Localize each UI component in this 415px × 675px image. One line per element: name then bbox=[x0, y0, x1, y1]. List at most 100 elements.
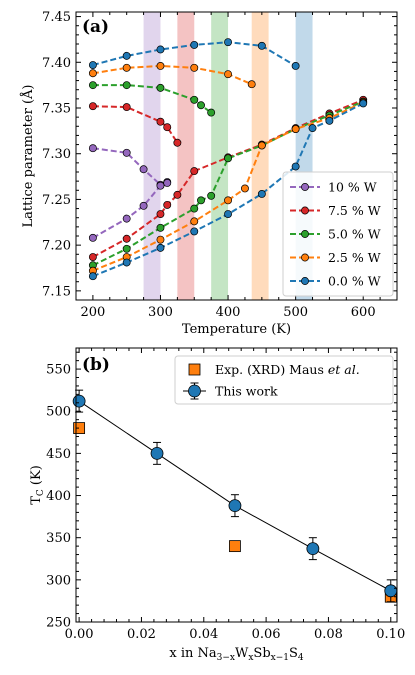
a-xtick-label-3: 500 bbox=[283, 305, 308, 320]
series-1-lower-point-2 bbox=[156, 210, 165, 219]
series-0 bbox=[88, 144, 172, 242]
panel-b-frame bbox=[75, 347, 398, 623]
b-ytick-label-1: 300 bbox=[46, 573, 71, 588]
series-2-lower-point-6 bbox=[224, 154, 233, 163]
series-4-upper-point-6 bbox=[291, 61, 300, 70]
series-4-upper-point-0 bbox=[88, 61, 97, 69]
exp-point-0 bbox=[73, 422, 86, 434]
xlabel-sub2: x bbox=[248, 653, 253, 663]
b-ytick-label-0: 250 bbox=[46, 616, 71, 631]
series-4-lower-point-9 bbox=[359, 99, 368, 108]
series-4-lower-point-3 bbox=[190, 227, 199, 236]
series-3-lower-point-2 bbox=[156, 235, 165, 244]
series-4-upper-point-5 bbox=[257, 41, 266, 50]
a-xtick-label-0: 200 bbox=[80, 305, 105, 320]
ylabel-sub: C bbox=[36, 489, 46, 496]
series-2-lower-point-1 bbox=[122, 244, 131, 253]
panel-b-label: (b) bbox=[82, 355, 110, 375]
series-2-upper-point-2 bbox=[156, 83, 165, 92]
legend-label-this-work: This work bbox=[215, 384, 278, 399]
series-4-lower-point-0 bbox=[88, 272, 97, 281]
b-xtick-label-1: 0.02 bbox=[127, 627, 156, 642]
xlabel-s: S bbox=[289, 646, 298, 661]
series-4-lower-point-6 bbox=[291, 162, 300, 171]
b-ytick-label-2: 350 bbox=[46, 531, 71, 546]
legend-box bbox=[174, 355, 394, 405]
series-1-upper-point-2 bbox=[156, 117, 165, 126]
this-work-point-2 bbox=[228, 499, 242, 513]
series-4-lower-point-8 bbox=[325, 116, 334, 125]
legend-marker-exp bbox=[188, 363, 201, 376]
legend-label-exp: Exp. (XRD) Maus et al. bbox=[215, 362, 360, 377]
b-ytick-label-3: 400 bbox=[46, 489, 71, 504]
a-legend-marker-2 bbox=[301, 230, 309, 238]
series-4-upper-point-3 bbox=[190, 40, 199, 49]
panel-a-frame bbox=[75, 11, 398, 301]
legend-marker-this-work bbox=[183, 382, 206, 400]
a-legend-label-2: 5.0 % W bbox=[328, 227, 381, 242]
series-1-upper-point-4 bbox=[173, 138, 182, 147]
a-ytick-label-5: 7.40 bbox=[42, 56, 71, 71]
transition-band-0 bbox=[143, 12, 161, 300]
lattice-series bbox=[88, 38, 368, 281]
panel-b-legend: Exp. (XRD) Maus et al. This work bbox=[174, 355, 394, 405]
series-0-lower-point-1 bbox=[122, 214, 131, 223]
a-xtick-label-4: 600 bbox=[351, 305, 376, 320]
panel-b-y-axis-label: TC (K) bbox=[29, 465, 46, 505]
a-legend-box bbox=[282, 171, 394, 297]
series-4-lower-point-4 bbox=[224, 210, 233, 219]
series-0-lower-point-0 bbox=[88, 233, 97, 242]
transition-band-3 bbox=[251, 12, 269, 300]
a-legend-label-0: 10 % W bbox=[328, 180, 377, 195]
series-3-upper-point-0 bbox=[88, 69, 97, 78]
series-3-lower-point-5 bbox=[240, 184, 249, 193]
series-4-lower-point-5 bbox=[257, 189, 266, 198]
series-3-lower-point-3 bbox=[190, 217, 199, 226]
series-3-lower-point-4 bbox=[224, 196, 233, 205]
a-legend-label-1: 7.5 % W bbox=[328, 203, 381, 218]
series-2-lower-point-5 bbox=[207, 191, 216, 200]
xlabel-sb: Sb bbox=[253, 646, 270, 661]
series-3-upper-point-1 bbox=[122, 63, 131, 72]
series-3-lower-point-6 bbox=[257, 141, 266, 150]
a-legend-marker-4 bbox=[301, 277, 309, 285]
this-work-point-4 bbox=[384, 584, 398, 598]
b-xtick-label-2: 0.04 bbox=[189, 627, 218, 642]
a-xtick-label-1: 300 bbox=[148, 305, 173, 320]
series-1-upper-line bbox=[92, 105, 179, 144]
this-work-point-0 bbox=[72, 394, 86, 408]
a-ytick-label-2: 7.25 bbox=[42, 193, 71, 208]
b-xtick-label-4: 0.08 bbox=[314, 627, 343, 642]
panel-b-ticks: 0.00 0.02 0.04 0.06 0.08 0.10 250 300 350 400 450 5… bbox=[46, 348, 405, 642]
xlabel-w: W bbox=[235, 646, 249, 661]
series-1-upper-point-3 bbox=[163, 123, 172, 132]
series-2-lower-point-3 bbox=[190, 204, 199, 213]
a-ytick-label-1: 7.20 bbox=[42, 239, 71, 254]
panel-b-points bbox=[72, 389, 398, 603]
series-0-lower-point-2 bbox=[139, 201, 148, 210]
series-4-lower-point-7 bbox=[308, 124, 317, 133]
panel-a-x-axis-label: Temperature (K) bbox=[182, 322, 291, 337]
series-0-upper-point-2 bbox=[139, 165, 148, 174]
series-2-upper-point-1 bbox=[122, 81, 131, 90]
b-xtick-label-0: 0.00 bbox=[65, 627, 94, 642]
series-0-lower-point-4 bbox=[163, 179, 172, 187]
b-ytick-label-6: 550 bbox=[46, 363, 71, 378]
transition-bands bbox=[143, 12, 313, 300]
a-xtick-label-2: 400 bbox=[216, 305, 241, 320]
a-legend-label-4: 0.0 % W bbox=[328, 274, 381, 289]
series-3-upper-point-4 bbox=[224, 70, 233, 79]
panel-b-x-axis-label: x in Na3−xWxSbx−1S4 bbox=[169, 646, 304, 663]
series-4 bbox=[88, 38, 368, 281]
xlabel-prefix: x in Na bbox=[169, 646, 217, 661]
panel-a-y-axis-label: Lattice parameter (Å) bbox=[20, 85, 36, 228]
xlabel-sub4: 4 bbox=[298, 653, 304, 663]
series-2-upper-point-4 bbox=[197, 101, 205, 110]
panel-a-legend: 10 % W 7.5 % W 5.0 % W 2.5 % W 0.0 % W bbox=[282, 171, 394, 297]
series-1-upper-point-1 bbox=[122, 103, 131, 112]
series-2-upper-line bbox=[92, 84, 212, 114]
xlabel-sub3: x−1 bbox=[271, 653, 289, 663]
a-legend-marker-1 bbox=[301, 206, 309, 215]
series-2-upper-point-3 bbox=[190, 95, 199, 104]
series-3-upper-point-5 bbox=[247, 80, 256, 89]
